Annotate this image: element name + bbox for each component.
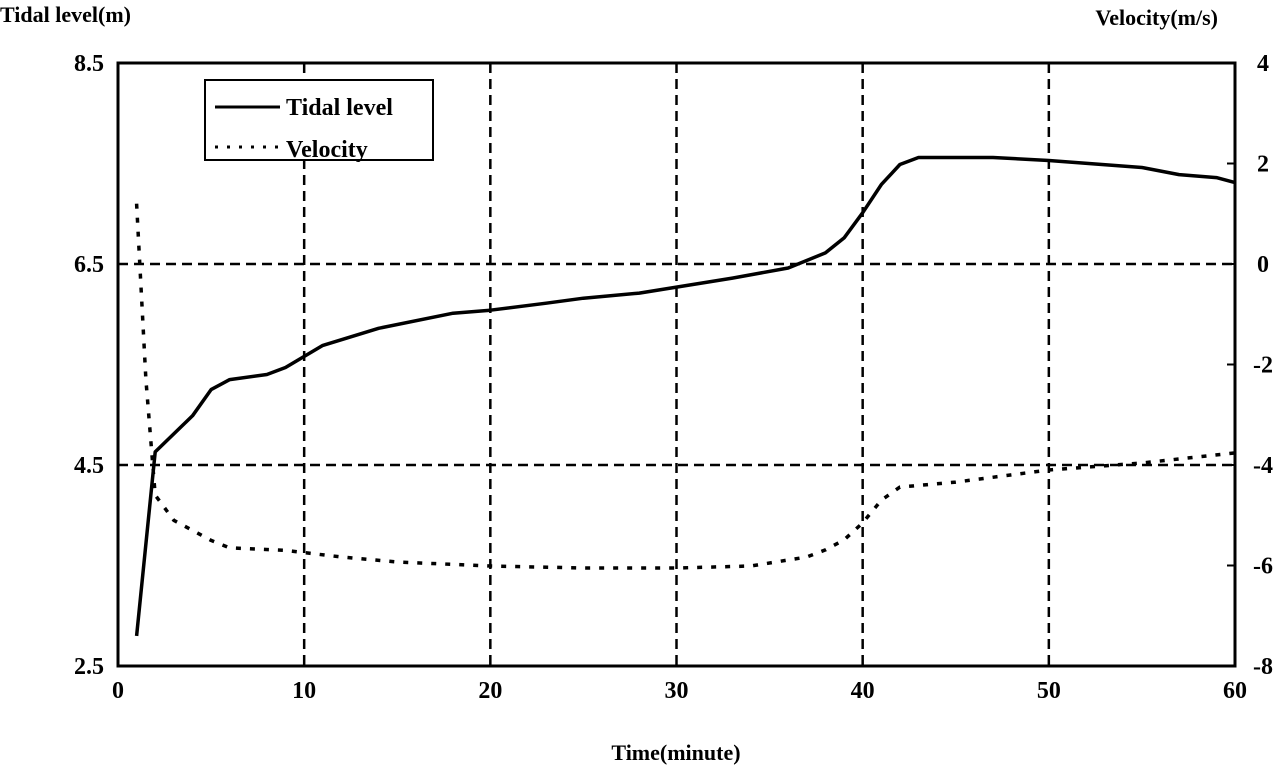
- x-tick-label: 10: [292, 678, 316, 704]
- y-left-tick-label: 8.5: [74, 51, 104, 77]
- x-tick-label: 30: [665, 678, 689, 704]
- y-right-tick-label: -4: [1253, 453, 1273, 479]
- series-line-velocity: [134, 203, 1236, 570]
- y-right-tick-label: -2: [1253, 353, 1273, 379]
- ticks: 0 10 20 30 40 50 60 2.5 4.5 6.5 8.5 -8 -6 -4 -2 0 2 4: [74, 51, 1273, 704]
- y-left-tick-label: 2.5: [74, 654, 104, 680]
- y-axis-left-label: Tidal level(m): [0, 2, 131, 27]
- y-right-tick-label: -8: [1253, 654, 1273, 680]
- series-line-tidal-level: [134, 155, 1236, 637]
- y-left-tick-label: 6.5: [74, 252, 104, 278]
- legend-label-tidal-level: Tidal level: [286, 95, 393, 121]
- y-left-tick-label: 4.5: [74, 453, 104, 479]
- x-tick-label: 0: [112, 678, 124, 704]
- x-tick-label: 60: [1223, 678, 1247, 704]
- legend-label-velocity: Velocity: [286, 137, 368, 163]
- y-right-tick-label: 2: [1257, 152, 1269, 178]
- x-axis-label: Time(minute): [611, 740, 740, 765]
- y-right-tick-label: -6: [1253, 554, 1273, 580]
- x-tick-label: 40: [851, 678, 875, 704]
- x-tick-label: 20: [478, 678, 502, 704]
- y-right-tick-label: 0: [1257, 252, 1269, 278]
- y-right-tick-label: 4: [1257, 51, 1269, 77]
- y-axis-right-label: Velocity(m/s): [1095, 5, 1218, 30]
- x-tick-label: 50: [1037, 678, 1061, 704]
- series-group: [134, 155, 1236, 637]
- legend-box: [204, 79, 434, 161]
- legend: Tidal level Velocity: [204, 79, 434, 163]
